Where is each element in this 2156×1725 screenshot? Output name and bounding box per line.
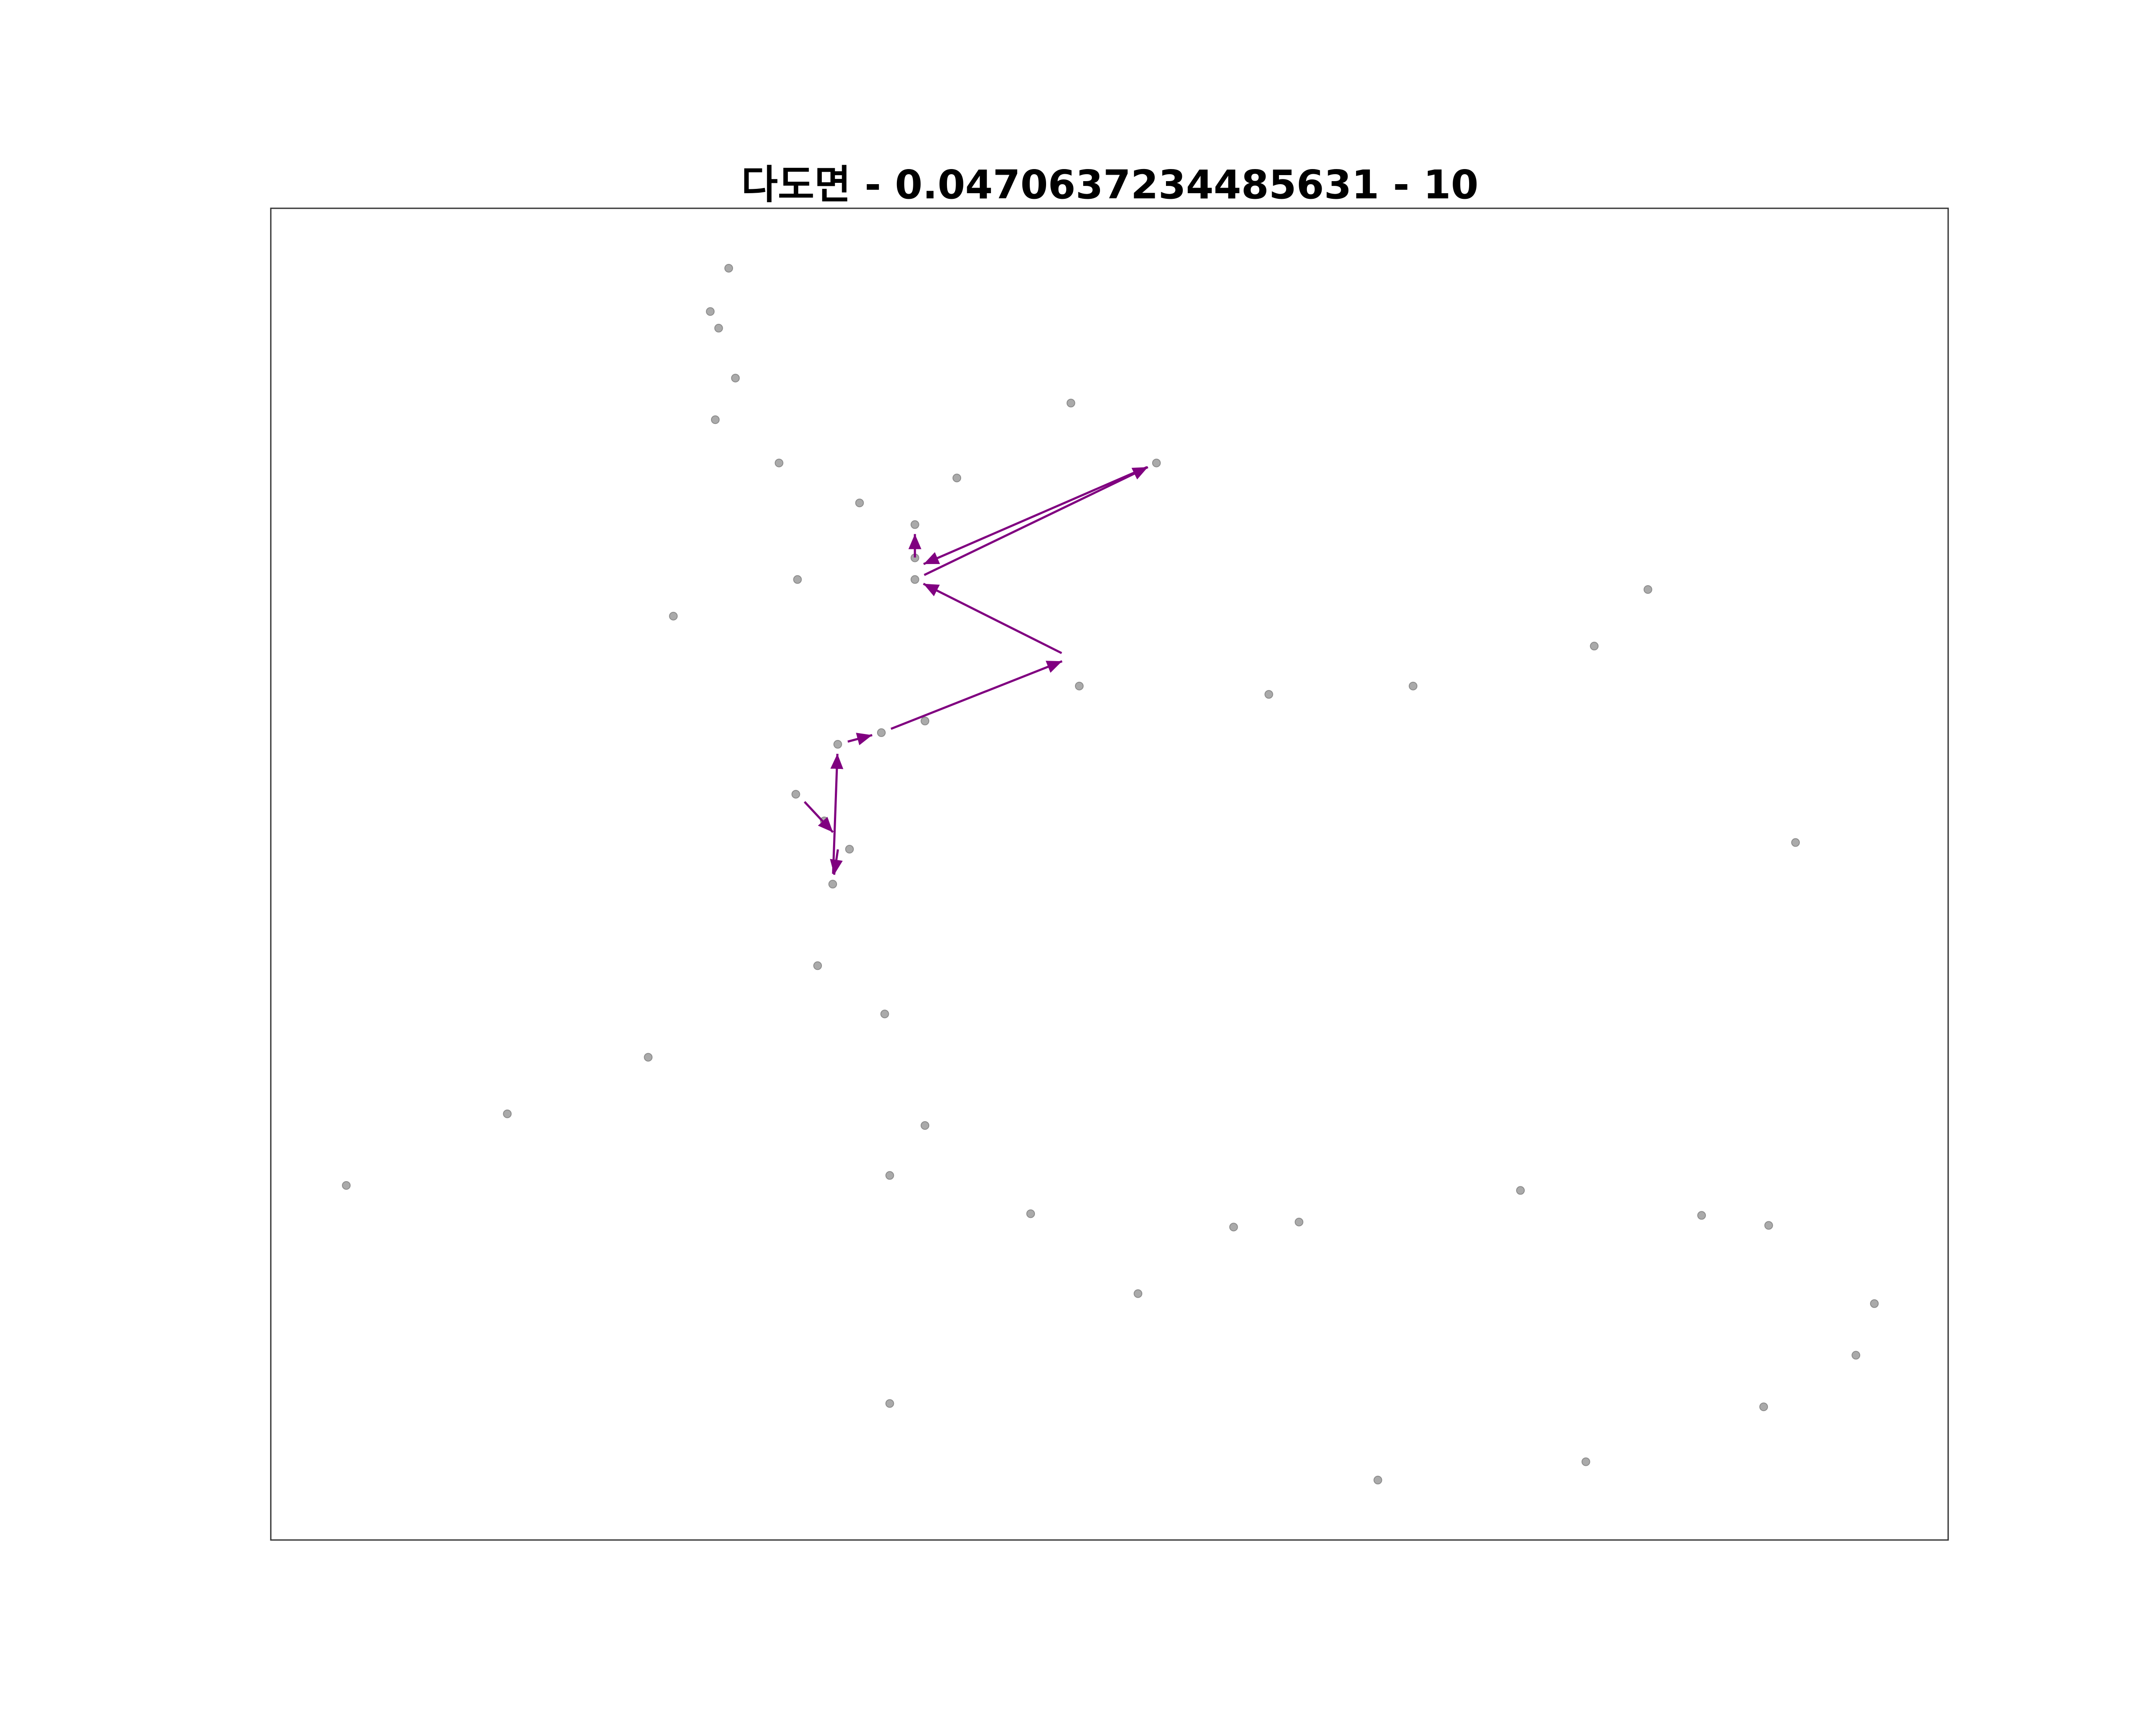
plot-frame xyxy=(270,207,1949,1541)
data-point-18 xyxy=(1409,681,1418,690)
data-point-8 xyxy=(953,474,962,483)
path-arrow-4 xyxy=(847,733,873,746)
data-point-21 xyxy=(921,716,930,725)
path-arrow-6 xyxy=(923,583,1062,654)
path-arrow-5 xyxy=(890,660,1062,730)
chart-title: 다도면 - 0.0470637234485631 - 10 xyxy=(741,162,1479,208)
data-point-20 xyxy=(1643,585,1652,594)
data-point-33 xyxy=(342,1181,351,1190)
data-point-1 xyxy=(724,263,733,273)
data-point-47 xyxy=(1373,1476,1382,1485)
data-point-35 xyxy=(885,1171,894,1180)
data-point-31 xyxy=(644,1053,653,1062)
data-point-48 xyxy=(1581,1457,1590,1466)
data-point-2 xyxy=(706,307,715,316)
points-layer xyxy=(342,263,1879,1485)
data-point-24 xyxy=(791,790,800,799)
data-point-44 xyxy=(1852,1351,1861,1360)
path-arrows-layer xyxy=(804,466,1149,875)
path-arrow-7 xyxy=(924,466,1149,576)
data-point-26 xyxy=(845,845,854,854)
data-point-32 xyxy=(503,1109,512,1118)
data-point-45 xyxy=(1759,1402,1768,1411)
data-point-5 xyxy=(711,415,720,424)
data-point-4 xyxy=(731,373,740,383)
data-point-38 xyxy=(1294,1217,1304,1226)
data-point-11 xyxy=(910,520,919,529)
data-point-22 xyxy=(877,728,886,737)
data-point-43 xyxy=(1870,1299,1879,1308)
data-point-13 xyxy=(910,575,919,584)
path-arrow-3 xyxy=(830,753,843,874)
data-point-34 xyxy=(921,1121,930,1130)
data-point-37 xyxy=(1229,1223,1238,1232)
path-arrow-1 xyxy=(804,801,834,833)
data-point-30 xyxy=(880,1010,889,1019)
data-point-36 xyxy=(1026,1209,1035,1218)
data-point-27 xyxy=(828,880,837,889)
path-arrow-2 xyxy=(830,849,843,875)
data-point-29 xyxy=(813,961,822,970)
data-point-9 xyxy=(1066,398,1075,408)
data-point-3 xyxy=(714,323,723,332)
data-point-17 xyxy=(1264,690,1273,699)
data-point-23 xyxy=(833,740,842,749)
data-point-19 xyxy=(1590,642,1599,651)
data-point-28 xyxy=(1791,838,1800,847)
data-point-42 xyxy=(1134,1289,1143,1298)
data-point-46 xyxy=(885,1399,894,1408)
data-point-40 xyxy=(1697,1211,1706,1220)
data-point-15 xyxy=(669,612,678,621)
path-arrow-8 xyxy=(923,466,1147,565)
data-point-14 xyxy=(793,575,802,584)
data-point-10 xyxy=(1152,458,1161,467)
data-point-7 xyxy=(855,499,864,508)
data-point-41 xyxy=(1764,1221,1773,1230)
data-point-39 xyxy=(1516,1186,1525,1195)
data-point-16 xyxy=(1075,681,1084,690)
data-point-6 xyxy=(774,458,783,467)
